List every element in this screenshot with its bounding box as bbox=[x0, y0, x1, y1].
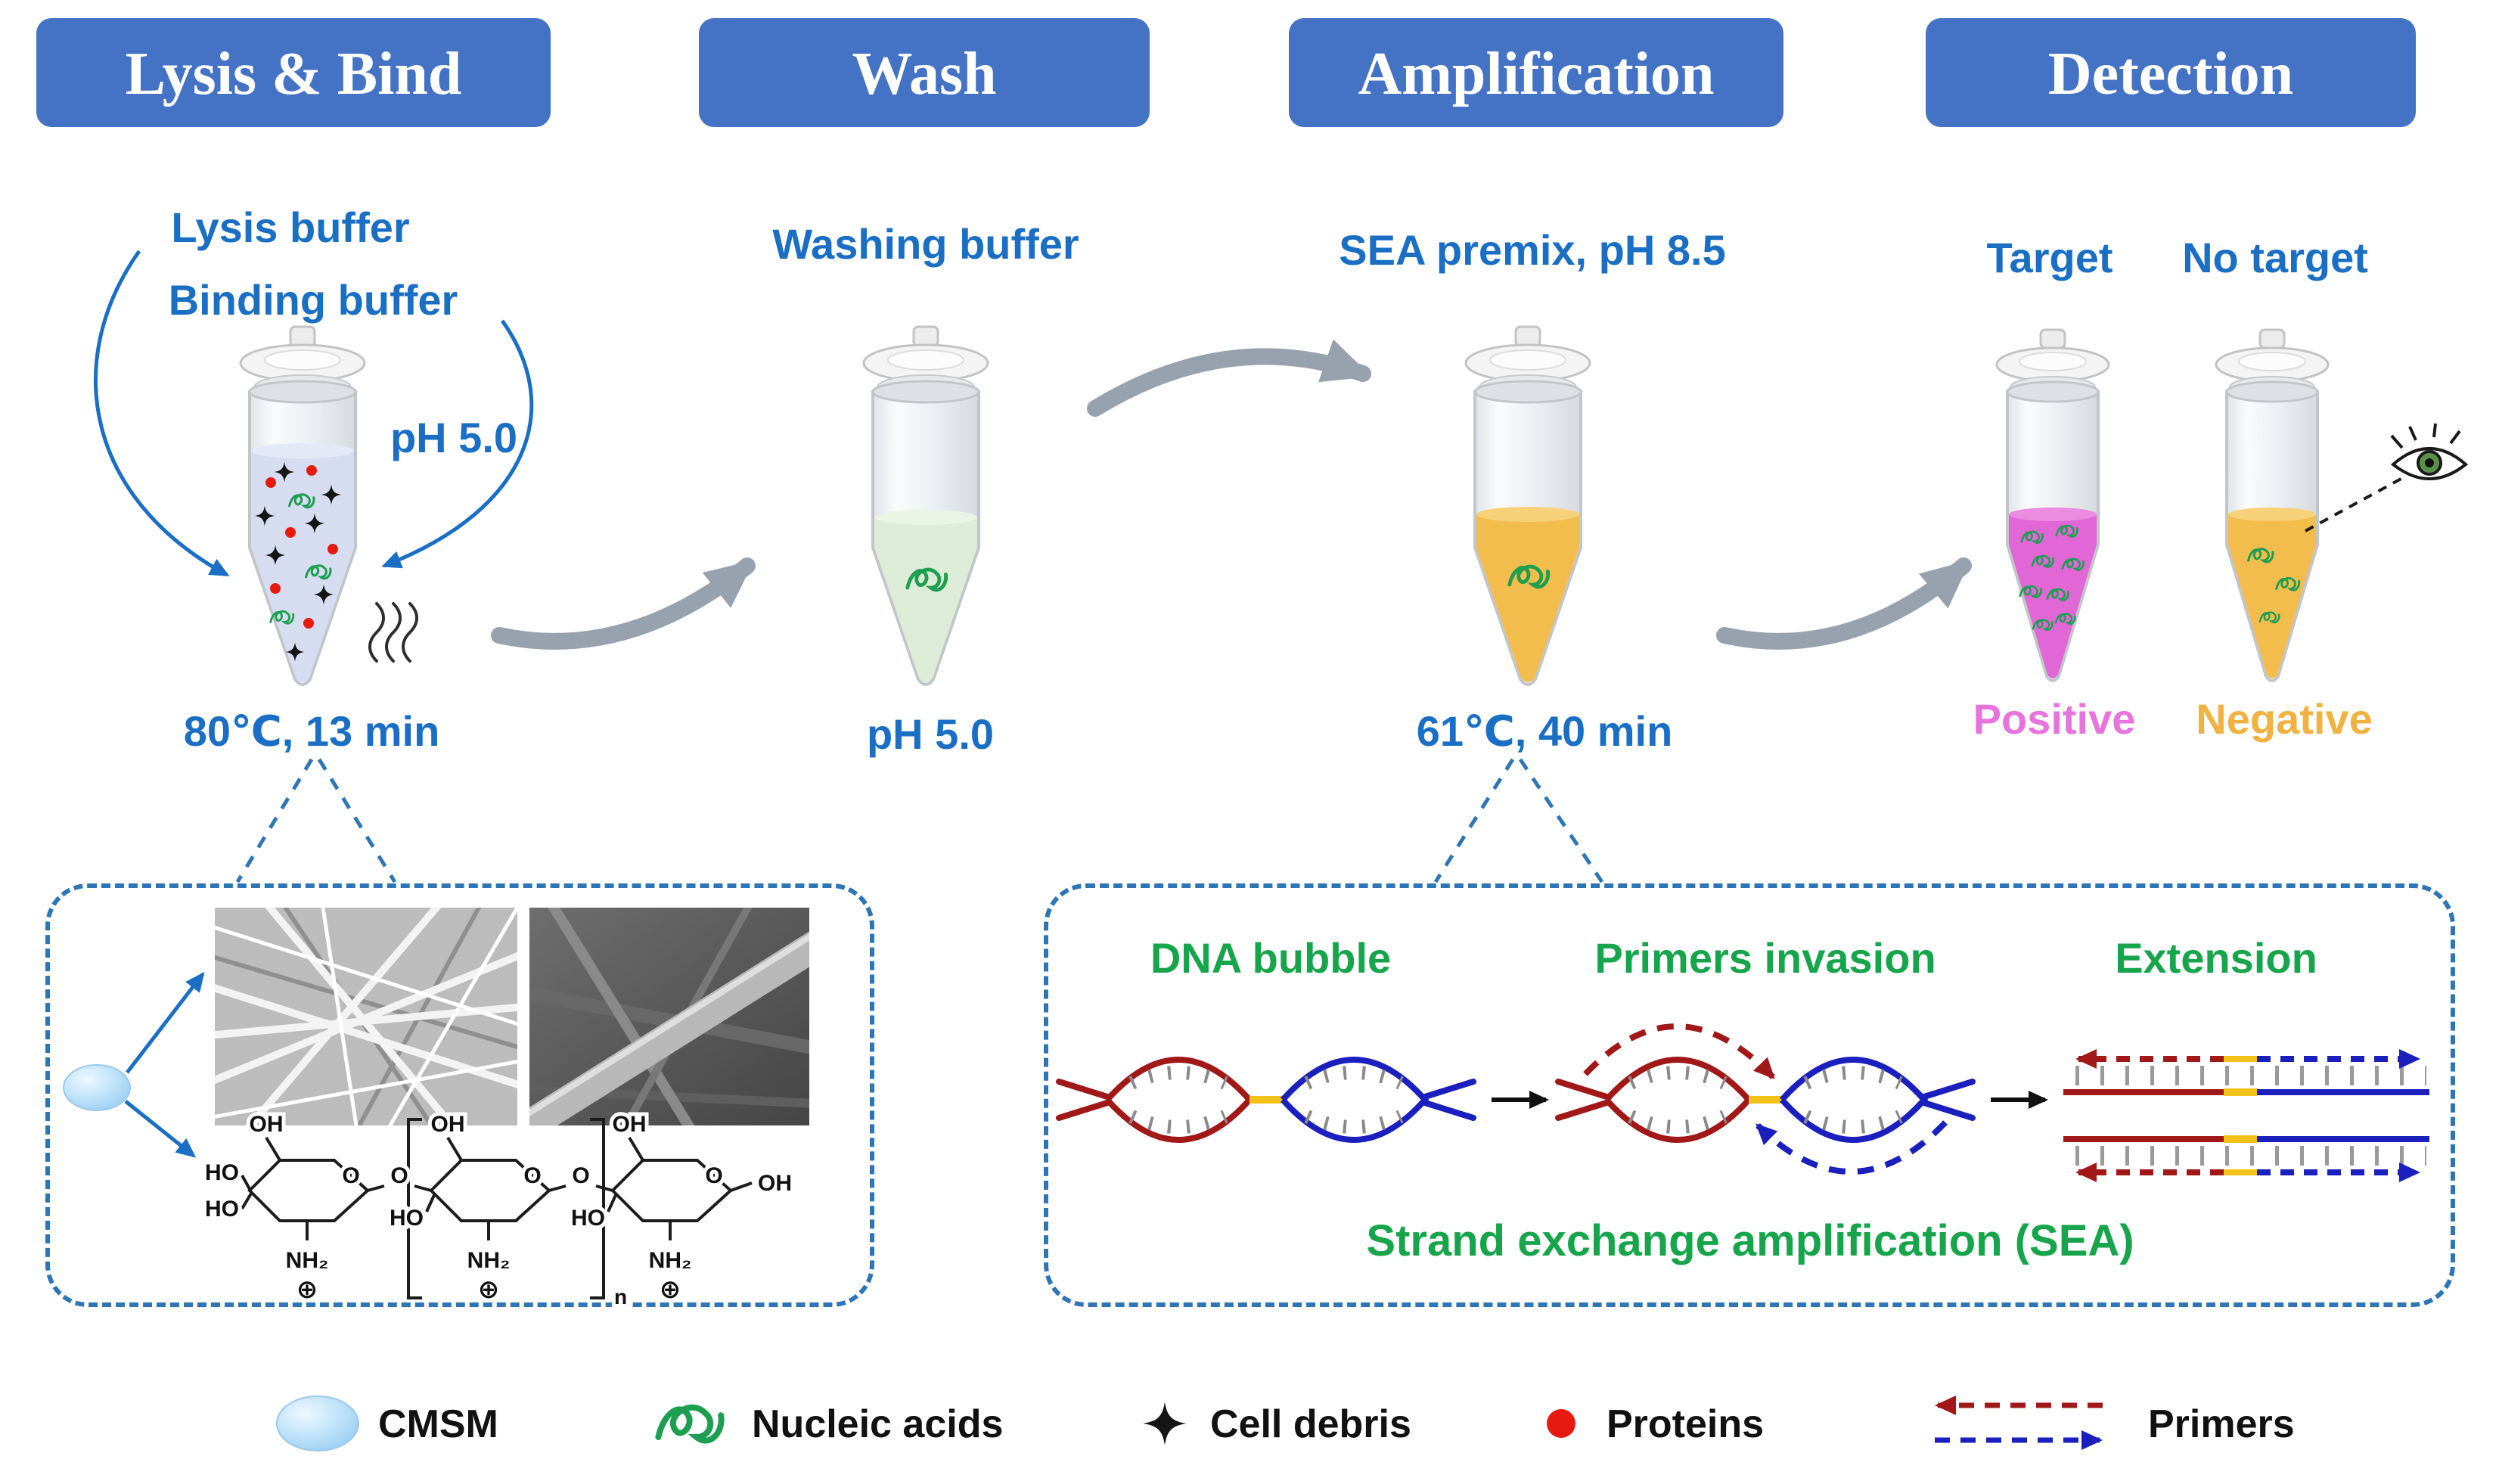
lysis-condition-label: 80℃, 13 min bbox=[183, 708, 440, 755]
nucleic-acid-icon bbox=[2019, 524, 2085, 632]
legend-nucleic-acids-label: Nucleic acids bbox=[752, 1401, 1004, 1446]
flow-arrow-3 bbox=[1716, 557, 1972, 650]
tube-positive bbox=[1995, 328, 2110, 682]
cmsm-detail-panel bbox=[45, 883, 874, 1307]
legend-cell-debris-label: Cell debris bbox=[1210, 1401, 1411, 1446]
step-header-wash: Wash bbox=[699, 18, 1150, 127]
flow-arrow-1 bbox=[491, 557, 756, 650]
legend-cmsm-label: CMSM bbox=[378, 1401, 498, 1446]
legend-nucleic-acid-icon bbox=[658, 1408, 721, 1441]
heat-waves-icon bbox=[368, 602, 418, 663]
nucleic-acid-icon bbox=[1510, 567, 1548, 587]
sea-caption: Strand exchange amplification (SEA) bbox=[1366, 1218, 2134, 1266]
sea-stage2-label: Primers invasion bbox=[1594, 935, 1936, 982]
step-header-amplification: Amplification bbox=[1289, 18, 1783, 127]
lysis-ph-label: pH 5.0 bbox=[390, 414, 518, 461]
binding-buffer-label: Binding buffer bbox=[168, 277, 458, 324]
sea-stage3-label: Extension bbox=[2115, 935, 2317, 982]
nucleic-acid-icon bbox=[269, 493, 332, 625]
legend-primers-label: Primers bbox=[2148, 1401, 2295, 1446]
sea-detail-panel bbox=[1044, 883, 2455, 1307]
eye-icon bbox=[2390, 423, 2469, 480]
wash-ph-label: pH 5.0 bbox=[866, 711, 995, 758]
tube-amplification bbox=[1464, 325, 1591, 686]
callout-sea-panel bbox=[1433, 758, 1604, 883]
flow-arrow-2 bbox=[1087, 339, 1372, 417]
callout-lysis-panel bbox=[235, 758, 397, 883]
sight-line bbox=[2305, 475, 2406, 532]
tube-negative bbox=[2215, 328, 2330, 682]
lysis-buffer-label: Lysis buffer bbox=[171, 204, 410, 251]
sem-image-single-fiber bbox=[529, 908, 809, 1125]
tube-wash bbox=[862, 325, 989, 686]
sea-premix-label: SEA premix, pH 8.5 bbox=[1339, 227, 1726, 274]
protein-dots-icon bbox=[265, 465, 338, 629]
legend-cmsm-icon bbox=[276, 1396, 359, 1451]
negative-label: Negative bbox=[2196, 696, 2373, 743]
nucleic-acid-icon bbox=[908, 570, 946, 590]
target-label: Target bbox=[1986, 234, 2113, 281]
no-target-label: No target bbox=[2182, 234, 2368, 281]
cell-debris-icon bbox=[254, 461, 342, 662]
amplification-condition-label: 61℃, 40 min bbox=[1416, 708, 1673, 755]
legend-proteins-label: Proteins bbox=[1606, 1401, 1765, 1446]
step-header-detection: Detection bbox=[1926, 18, 2416, 127]
tube-lysis bbox=[239, 325, 366, 686]
sem-image-fibers bbox=[215, 908, 517, 1125]
nucleic-acid-icon bbox=[2247, 548, 2301, 624]
legend-protein-icon bbox=[1547, 1409, 1575, 1438]
washing-buffer-label: Washing buffer bbox=[772, 221, 1079, 268]
sea-stage1-label: DNA bubble bbox=[1150, 935, 1392, 982]
positive-label: Positive bbox=[1973, 696, 2136, 743]
step-header-lysis-bind: Lysis & Bind bbox=[36, 18, 551, 127]
legend-cell-debris-icon bbox=[1143, 1402, 1187, 1445]
